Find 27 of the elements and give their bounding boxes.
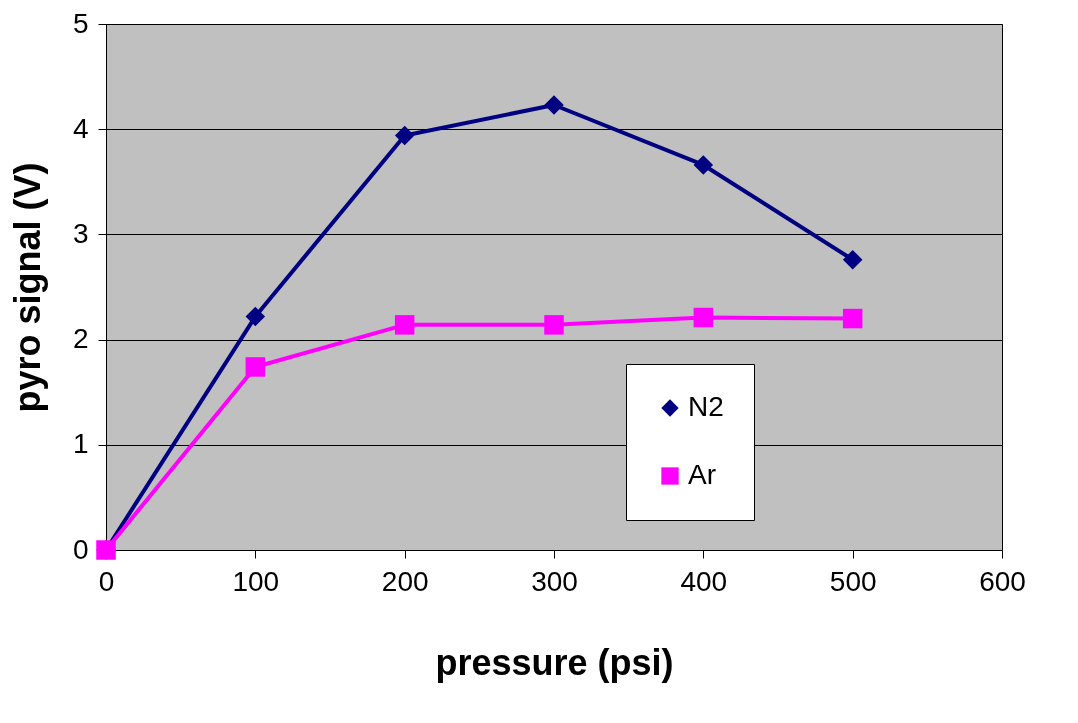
point bbox=[693, 155, 714, 175]
y-tick-label: 2 bbox=[72, 323, 89, 355]
point bbox=[245, 306, 266, 327]
point bbox=[544, 315, 564, 335]
y-tick-label: 5 bbox=[72, 7, 89, 39]
x-tick-label: 500 bbox=[829, 565, 877, 597]
x-axis-title: pressure (psi) bbox=[435, 641, 674, 683]
y-tick-label: 3 bbox=[72, 217, 89, 249]
y-tick-label: 1 bbox=[72, 428, 89, 460]
x-tick-label: 0 bbox=[98, 565, 115, 597]
y-axis-title: pyro signal (V) bbox=[6, 162, 48, 413]
x-tick-label: 400 bbox=[680, 565, 728, 597]
point bbox=[544, 95, 564, 115]
y-tick-label: 4 bbox=[72, 112, 89, 144]
x-tick-label: 200 bbox=[381, 565, 429, 597]
x-tick-label: 300 bbox=[531, 565, 578, 597]
legend-label: Ar bbox=[688, 459, 716, 490]
y-tick-label: 0 bbox=[72, 533, 89, 565]
point bbox=[394, 125, 415, 146]
point bbox=[842, 308, 863, 329]
point bbox=[394, 315, 415, 335]
point bbox=[693, 307, 714, 328]
point bbox=[245, 357, 266, 377]
x-tick-label: 600 bbox=[979, 565, 1026, 597]
point bbox=[842, 249, 863, 270]
legend-label: N2 bbox=[688, 391, 724, 422]
x-tick-label: 100 bbox=[232, 565, 280, 597]
